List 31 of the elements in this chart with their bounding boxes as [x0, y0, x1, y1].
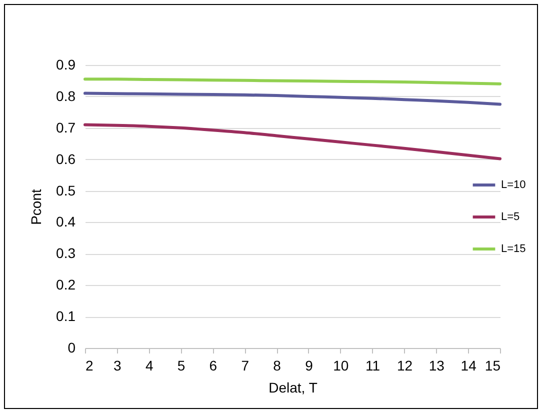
- x-tick-label: 12: [396, 358, 413, 374]
- x-axis-title: Delat, T: [268, 380, 318, 396]
- x-tick-label: 13: [428, 358, 445, 374]
- x-tick-label: 15: [484, 358, 501, 374]
- y-tick-label: 0.4: [56, 214, 76, 230]
- y-tick-label: 0.1: [56, 308, 76, 324]
- legend-label: L=10: [501, 179, 526, 191]
- y-tick-label: 0.9: [56, 56, 76, 72]
- x-tick-label: 11: [366, 358, 380, 374]
- x-tick-label: 4: [145, 358, 154, 374]
- x-tick-label: 7: [241, 358, 250, 374]
- x-tick-label: 5: [177, 358, 186, 374]
- x-tick-label: 9: [305, 358, 314, 374]
- y-axis-title: Pcont: [28, 188, 44, 225]
- y-tick-label: 0.3: [56, 245, 76, 262]
- y-tick-label: 0: [68, 340, 76, 356]
- legend-label: L=15: [501, 243, 526, 255]
- line-series: [84, 92, 502, 106]
- x-tick-label: 10: [333, 358, 349, 374]
- y-tick-label: 0.6: [56, 150, 76, 167]
- x-tick-label: 8: [273, 358, 282, 374]
- y-tick-label: 0.8: [56, 88, 76, 104]
- x-tick-label: 2: [86, 358, 94, 374]
- x-tick-label: 6: [209, 358, 218, 374]
- y-tick-label: 0.7: [56, 119, 76, 136]
- y-tick-label: 0.5: [56, 182, 76, 198]
- x-tick-label: 14: [460, 358, 477, 374]
- y-tick-label: 0.2: [56, 276, 76, 293]
- legend-label: L=5: [501, 211, 520, 223]
- x-tick-label: 3: [114, 358, 122, 374]
- line-series: [84, 123, 502, 160]
